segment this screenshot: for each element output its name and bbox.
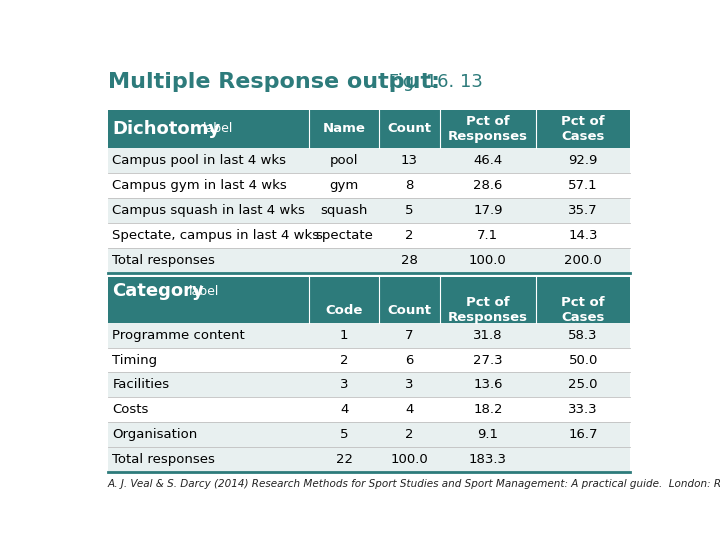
- Text: 16.7: 16.7: [568, 428, 598, 441]
- Text: pool: pool: [330, 154, 359, 167]
- Text: Campus pool in last 4 wks: Campus pool in last 4 wks: [112, 154, 287, 167]
- Text: Count: Count: [387, 123, 431, 136]
- Text: 4: 4: [405, 403, 414, 416]
- Text: 100.0: 100.0: [469, 254, 507, 267]
- Text: Facilities: Facilities: [112, 379, 169, 392]
- Text: 183.3: 183.3: [469, 453, 507, 467]
- Text: Pct of
Cases: Pct of Cases: [562, 296, 605, 324]
- Text: 58.3: 58.3: [568, 328, 598, 342]
- Text: 28.6: 28.6: [473, 179, 503, 192]
- Text: Timing: Timing: [112, 354, 158, 367]
- Text: Count: Count: [387, 303, 431, 317]
- Text: 18.2: 18.2: [473, 403, 503, 416]
- FancyBboxPatch shape: [108, 373, 630, 397]
- Text: 2: 2: [405, 428, 414, 441]
- Text: 1: 1: [340, 328, 348, 342]
- FancyBboxPatch shape: [108, 198, 630, 223]
- Text: Pct of
Responses: Pct of Responses: [448, 115, 528, 143]
- Text: Category: Category: [112, 282, 204, 300]
- Text: 14.3: 14.3: [568, 229, 598, 242]
- Text: 31.8: 31.8: [473, 328, 503, 342]
- Text: Organisation: Organisation: [112, 428, 197, 441]
- Text: Pct of
Cases: Pct of Cases: [562, 115, 605, 143]
- Text: squash: squash: [320, 204, 368, 217]
- Text: 3: 3: [340, 379, 348, 392]
- Text: Pct of
Responses: Pct of Responses: [448, 296, 528, 324]
- FancyBboxPatch shape: [108, 348, 630, 373]
- Text: Spectate, campus in last 4 wks: Spectate, campus in last 4 wks: [112, 229, 320, 242]
- Text: gym: gym: [330, 179, 359, 192]
- FancyBboxPatch shape: [108, 322, 630, 348]
- Text: 7.1: 7.1: [477, 229, 498, 242]
- Text: 200.0: 200.0: [564, 254, 602, 267]
- Text: spectate: spectate: [315, 229, 373, 242]
- Text: 13: 13: [401, 154, 418, 167]
- Text: 6: 6: [405, 354, 414, 367]
- Text: Dichotomy: Dichotomy: [112, 120, 220, 138]
- FancyBboxPatch shape: [108, 248, 630, 273]
- Text: 2: 2: [340, 354, 348, 367]
- Text: 3: 3: [405, 379, 414, 392]
- Text: Programme content: Programme content: [112, 328, 245, 342]
- Text: 8: 8: [405, 179, 414, 192]
- Text: 28: 28: [401, 254, 418, 267]
- Text: 13.6: 13.6: [473, 379, 503, 392]
- Text: 92.9: 92.9: [569, 154, 598, 167]
- Text: label: label: [189, 285, 220, 298]
- Text: Campus squash in last 4 wks: Campus squash in last 4 wks: [112, 204, 305, 217]
- Text: Fig. 16. 13: Fig. 16. 13: [383, 73, 483, 91]
- FancyBboxPatch shape: [108, 148, 630, 173]
- Text: Costs: Costs: [112, 403, 149, 416]
- Text: 5: 5: [340, 428, 348, 441]
- FancyBboxPatch shape: [108, 397, 630, 422]
- FancyBboxPatch shape: [108, 173, 630, 198]
- Text: 27.3: 27.3: [473, 354, 503, 367]
- FancyBboxPatch shape: [108, 422, 630, 447]
- Text: 33.3: 33.3: [568, 403, 598, 416]
- Text: 35.7: 35.7: [568, 204, 598, 217]
- FancyBboxPatch shape: [108, 110, 630, 148]
- Text: 100.0: 100.0: [391, 453, 428, 467]
- Text: 17.9: 17.9: [473, 204, 503, 217]
- Text: 4: 4: [340, 403, 348, 416]
- Text: Code: Code: [325, 303, 363, 317]
- Text: 22: 22: [336, 453, 353, 467]
- Text: 7: 7: [405, 328, 414, 342]
- FancyBboxPatch shape: [108, 223, 630, 248]
- Text: A. J. Veal & S. Darcy (2014) Research Methods for Sport Studies and Sport Manage: A. J. Veal & S. Darcy (2014) Research Me…: [108, 478, 720, 489]
- Text: label: label: [203, 123, 234, 136]
- FancyBboxPatch shape: [108, 447, 630, 472]
- Text: 25.0: 25.0: [568, 379, 598, 392]
- Text: Total responses: Total responses: [112, 254, 215, 267]
- Text: 50.0: 50.0: [569, 354, 598, 367]
- Text: Total responses: Total responses: [112, 453, 215, 467]
- Text: Name: Name: [323, 123, 366, 136]
- Text: 2: 2: [405, 229, 414, 242]
- Text: 46.4: 46.4: [473, 154, 503, 167]
- Text: 9.1: 9.1: [477, 428, 498, 441]
- Text: 5: 5: [405, 204, 414, 217]
- Text: 57.1: 57.1: [568, 179, 598, 192]
- Text: Campus gym in last 4 wks: Campus gym in last 4 wks: [112, 179, 287, 192]
- Text: Multiple Response output:: Multiple Response output:: [108, 72, 440, 92]
- FancyBboxPatch shape: [108, 277, 630, 322]
